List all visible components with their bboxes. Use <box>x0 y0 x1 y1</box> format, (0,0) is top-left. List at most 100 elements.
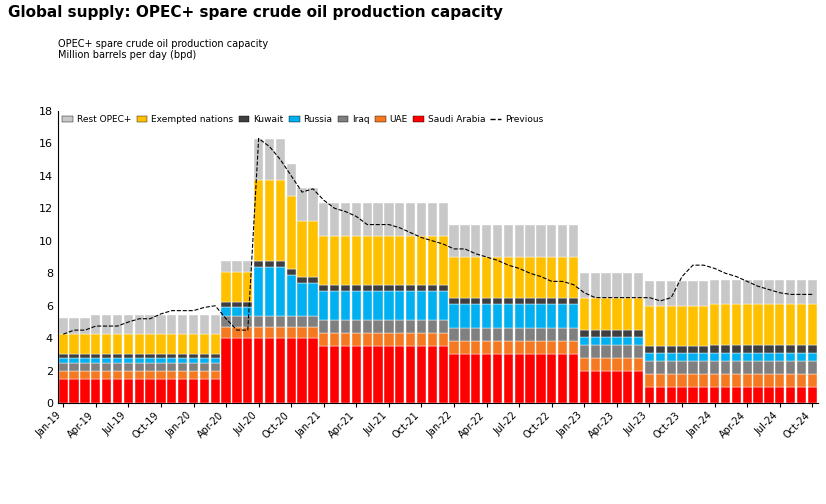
Bar <box>308 188 317 221</box>
Bar <box>265 338 274 403</box>
Bar <box>373 333 382 346</box>
Bar <box>710 345 719 353</box>
Bar <box>135 362 144 371</box>
Bar <box>254 139 263 180</box>
Bar <box>764 361 773 374</box>
Bar <box>384 346 393 403</box>
Bar <box>287 316 296 327</box>
Bar <box>482 342 491 354</box>
Bar <box>113 354 122 358</box>
Bar <box>189 371 198 379</box>
Bar <box>113 371 122 379</box>
Bar <box>753 361 762 374</box>
Bar <box>417 236 426 285</box>
Bar <box>634 358 643 371</box>
Bar <box>525 304 534 329</box>
Bar <box>167 314 177 334</box>
Bar <box>406 333 415 346</box>
Bar <box>721 353 730 361</box>
Bar <box>352 236 361 285</box>
Bar <box>493 329 502 342</box>
Bar <box>732 353 741 361</box>
Bar <box>797 374 806 387</box>
Bar <box>645 306 654 346</box>
Bar <box>135 354 144 358</box>
Bar <box>732 280 741 304</box>
Bar <box>221 261 230 273</box>
Bar <box>515 257 524 298</box>
Bar <box>525 342 534 354</box>
Bar <box>743 345 752 353</box>
Bar <box>656 361 665 374</box>
Bar <box>699 387 709 403</box>
Bar <box>211 362 220 371</box>
Bar <box>797 361 806 374</box>
Bar <box>515 342 524 354</box>
Bar <box>449 225 458 257</box>
Bar <box>786 353 795 361</box>
Bar <box>634 345 643 358</box>
Bar <box>363 291 372 321</box>
Bar <box>102 354 112 358</box>
Bar <box>178 358 188 362</box>
Bar <box>449 354 458 403</box>
Bar <box>102 362 112 371</box>
Bar <box>449 342 458 354</box>
Bar <box>536 342 545 354</box>
Bar <box>482 257 491 298</box>
Bar <box>525 329 534 342</box>
Bar <box>91 334 101 354</box>
Bar <box>656 346 665 353</box>
Bar <box>373 204 382 236</box>
Bar <box>439 204 448 236</box>
Bar <box>145 362 154 371</box>
Bar <box>688 374 697 387</box>
Bar <box>178 354 188 358</box>
Bar <box>297 316 306 327</box>
Bar <box>80 318 89 334</box>
Bar <box>710 374 719 387</box>
Bar <box>417 346 426 403</box>
Bar <box>135 334 144 354</box>
Bar <box>265 261 274 267</box>
Bar <box>124 354 133 358</box>
Bar <box>319 321 329 333</box>
Bar <box>384 236 393 285</box>
Bar <box>384 291 393 321</box>
Bar <box>667 306 676 346</box>
Bar <box>341 236 350 285</box>
Bar <box>276 327 285 338</box>
Bar <box>580 345 589 358</box>
Bar <box>775 304 785 345</box>
Bar <box>287 338 296 403</box>
Bar <box>558 298 567 304</box>
Bar <box>612 273 621 298</box>
Bar <box>634 337 643 345</box>
Bar <box>232 327 241 338</box>
Bar <box>395 236 405 285</box>
Text: OPEC+ spare crude oil production capacity
Million barrels per day (bpd): OPEC+ spare crude oil production capacit… <box>58 38 268 60</box>
Bar <box>601 330 610 337</box>
Bar <box>569 225 578 257</box>
Bar <box>69 362 78 371</box>
Bar <box>721 361 730 374</box>
Bar <box>297 283 306 316</box>
Bar <box>601 358 610 371</box>
Bar <box>471 342 481 354</box>
Bar <box>591 371 600 403</box>
Bar <box>667 353 676 361</box>
Bar <box>591 298 600 330</box>
Bar <box>493 354 502 403</box>
Bar <box>743 374 752 387</box>
Bar <box>102 371 112 379</box>
Bar <box>460 257 469 298</box>
Bar <box>460 304 469 329</box>
Bar <box>591 358 600 371</box>
Bar <box>449 304 458 329</box>
Bar <box>417 333 426 346</box>
Bar <box>547 354 557 403</box>
Bar <box>395 291 405 321</box>
Bar <box>373 236 382 285</box>
Bar <box>113 334 122 354</box>
Bar <box>493 257 502 298</box>
